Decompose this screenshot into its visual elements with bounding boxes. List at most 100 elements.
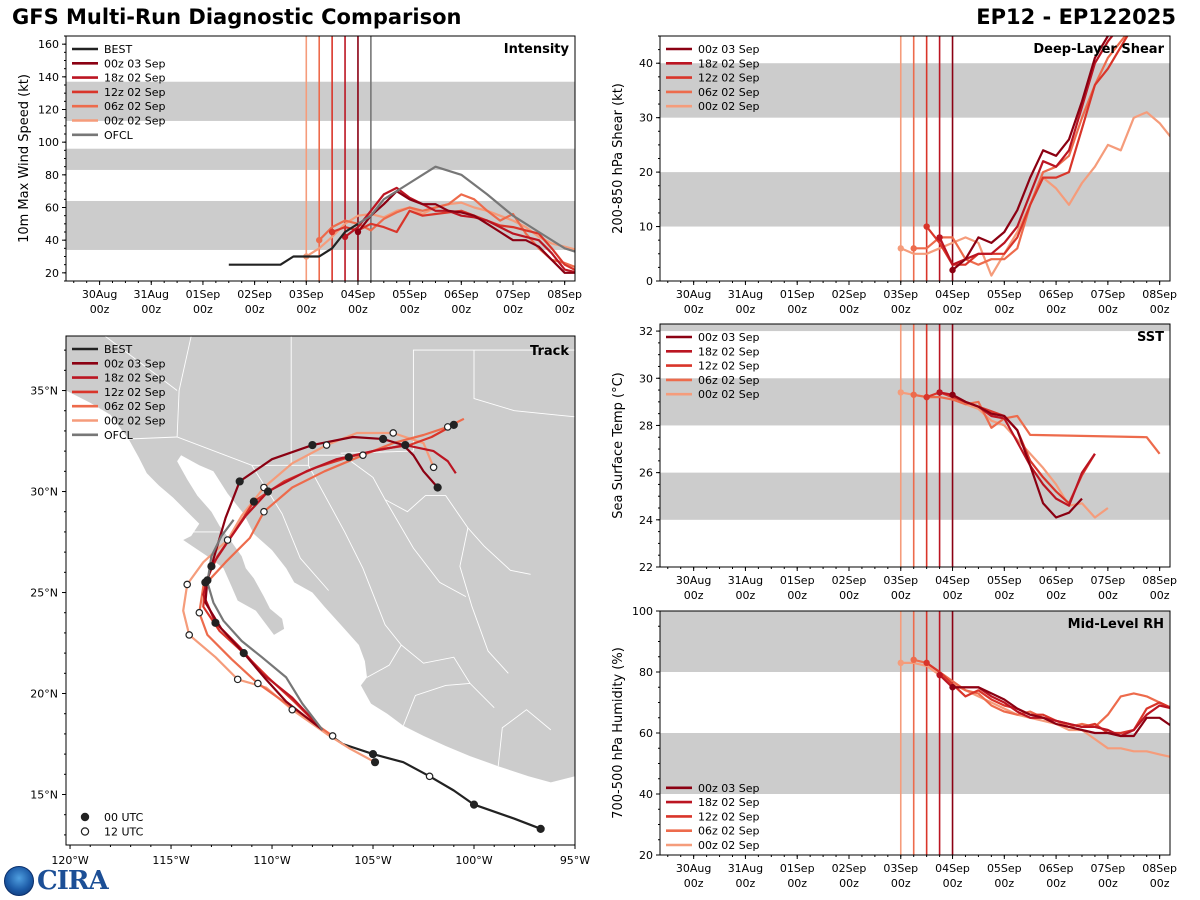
shear-ytick-label: 40	[639, 57, 653, 70]
sst-band-1	[660, 378, 1170, 426]
sst-xtick-label-hour: 00z	[787, 589, 807, 602]
rh-ylabel: 700-500 hPa Humidity (%)	[611, 647, 626, 819]
intensity-legend-label-06z-02-sep: 06z 02 Sep	[104, 100, 166, 113]
sst-xtick-label-hour: 00z	[684, 589, 704, 602]
rh-ytick-label: 100	[632, 605, 653, 618]
sst-xtick-label-hour: 00z	[1098, 589, 1118, 602]
sst-xtick-label-hour: 00z	[1150, 589, 1170, 602]
shear-xtick-label-hour: 00z	[787, 303, 807, 316]
intensity-start-marker-12z-02-sep	[328, 228, 336, 236]
intensity-xtick-label-day: 03Sep	[289, 288, 324, 301]
track-xtick-label: 95°W	[560, 854, 590, 867]
sst-start-marker-00z-03-sep	[949, 391, 956, 398]
intensity-ytick-label: 40	[45, 234, 59, 247]
rh-xtick-label-day: 05Sep	[987, 862, 1022, 875]
intensity-ytick-label: 80	[45, 169, 59, 182]
shear-start-marker-06z-02-sep	[910, 245, 917, 252]
figure-title: GFS Multi-Run Diagnostic Comparison	[12, 5, 462, 29]
track-marker-12utc-06z-02-sep	[260, 507, 268, 516]
track-xtick-label: 120°W	[51, 854, 88, 867]
intensity-legend-label-00z-03-sep: 00z 03 Sep	[104, 57, 166, 70]
rh-xtick-label-hour: 00z	[1098, 877, 1118, 890]
intensity-series-00z-03-sep	[357, 190, 575, 274]
intensity-xtick-label-day: 05Sep	[392, 288, 427, 301]
track-marker-12utc-00z-02-sep	[429, 463, 438, 472]
rh-xtick-label-day: 31Aug	[728, 862, 763, 875]
sst-xtick-label-day: 05Sep	[987, 574, 1022, 587]
sst-ylabel: Sea Surface Temp (°C)	[611, 372, 626, 519]
political-border-11	[401, 644, 495, 709]
sst-ytick-label: 32	[639, 325, 653, 338]
rh-plot-area	[660, 611, 1170, 855]
intensity-series-ofcl	[357, 165, 575, 253]
marker-legend-label: 12 UTC	[104, 826, 144, 839]
rh-start-marker-06z-02-sep	[910, 656, 917, 663]
rh-xtick-label-day: 30Aug	[676, 862, 711, 875]
track-marker-00utc-best	[536, 824, 545, 833]
rh-ytick-label: 60	[639, 727, 653, 740]
shear-legend-label-00z-03-sep: 00z 03 Sep	[698, 43, 760, 56]
sst-xtick-label-hour: 00z	[839, 589, 859, 602]
sst-xtick-label-hour: 00z	[736, 589, 756, 602]
sst-band-2	[660, 324, 1170, 332]
sst-xtick-label-day: 04Sep	[935, 574, 970, 587]
cira-wordmark: CIRA	[37, 866, 109, 896]
intensity-start-marker-00z-03-sep	[354, 228, 362, 236]
track-legend-label-06z-02-sep: 06z 02 Sep	[104, 400, 166, 413]
rh-xtick-label-day: 08Sep	[1142, 862, 1177, 875]
cira-logo: CIRA	[4, 866, 109, 896]
shear-xtick-label-day: 01Sep	[780, 288, 815, 301]
intensity-xtick-label-hour: 00z	[400, 303, 420, 316]
track-frame	[65, 335, 576, 846]
track-marker-00utc-00z-03-sep	[433, 483, 442, 492]
sst-start-marker-12z-02-sep	[923, 393, 930, 401]
track-marker-00utc-00z-03-sep	[379, 434, 388, 444]
sst-start-marker-18z-02-sep	[936, 389, 943, 396]
shear-xtick-label-day: 08Sep	[1142, 288, 1177, 301]
intensity-start-marker-06z-02-sep	[316, 236, 323, 244]
track-map-area	[66, 336, 575, 833]
intensity-ylabel: 10m Max Wind Speed (kt)	[17, 74, 32, 243]
sst-start-marker-06z-02-sep	[910, 391, 917, 398]
sst-panel: 22 24 26 28 30 32 30Aug 00z 31Aug 00z 01Sep 00z 02Se…	[611, 323, 1177, 602]
sst-legend-label-12z-02-sep: 12z 02 Sep	[698, 360, 760, 373]
sst-ytick-label: 30	[639, 372, 653, 385]
land-mass	[66, 336, 575, 783]
rh-xtick-label-day: 04Sep	[935, 862, 970, 875]
track-marker-00utc-00z-02-sep	[370, 758, 380, 767]
political-border-6	[104, 336, 178, 391]
shear-legend-label-18z-02-sep: 18z 02 Sep	[698, 57, 760, 70]
rh-xtick-label-hour: 00z	[891, 877, 911, 890]
rh-start-marker-12z-02-sep	[923, 659, 930, 667]
rh-xtick-label-hour: 00z	[994, 877, 1014, 890]
political-border-1	[176, 336, 192, 438]
rh-ytick-label: 40	[639, 788, 653, 801]
rh-start-marker-18z-02-sep	[936, 671, 943, 679]
intensity-ytick-label: 60	[45, 202, 59, 215]
intensity-xtick-label-hour: 00z	[90, 303, 110, 316]
rh-title: Mid-Level RH	[1068, 617, 1164, 632]
intensity-xtick-label-day: 01Sep	[186, 288, 221, 301]
political-border-8	[308, 465, 402, 646]
intensity-title: Intensity	[504, 42, 570, 57]
shear-xtick-label-hour: 00z	[736, 303, 756, 316]
intensity-xtick-label-day: 07Sep	[496, 288, 531, 301]
marker-legend-label: 00 UTC	[104, 811, 144, 824]
track-marker-00utc-best	[469, 800, 479, 809]
sst-series-06z-02-sep	[913, 393, 1161, 455]
sst-xtick-label-day: 02Sep	[832, 574, 867, 587]
sst-xtick-label-day: 30Aug	[676, 574, 711, 587]
intensity-xtick-label-day: 02Sep	[237, 288, 272, 301]
shear-title: Deep-Layer Shear	[1033, 42, 1164, 57]
political-border-13	[402, 682, 471, 726]
rh-legend-label-00z-02-sep: 00z 02 Sep	[698, 839, 760, 852]
intensity-xtick-label-hour: 00z	[193, 303, 213, 316]
shear-series-12z-02-sep	[925, 36, 1129, 266]
intensity-xtick-label-day: 31Aug	[134, 288, 169, 301]
track-marker-12utc-06z-02-sep	[359, 451, 367, 459]
track-xtick-label: 110°W	[253, 854, 290, 867]
track-marker-12utc-00z-02-sep	[183, 580, 191, 589]
rh-start-marker-00z-02-sep	[897, 659, 904, 667]
track-legend-label-best: BEST	[104, 343, 132, 356]
political-border-9	[384, 499, 467, 597]
